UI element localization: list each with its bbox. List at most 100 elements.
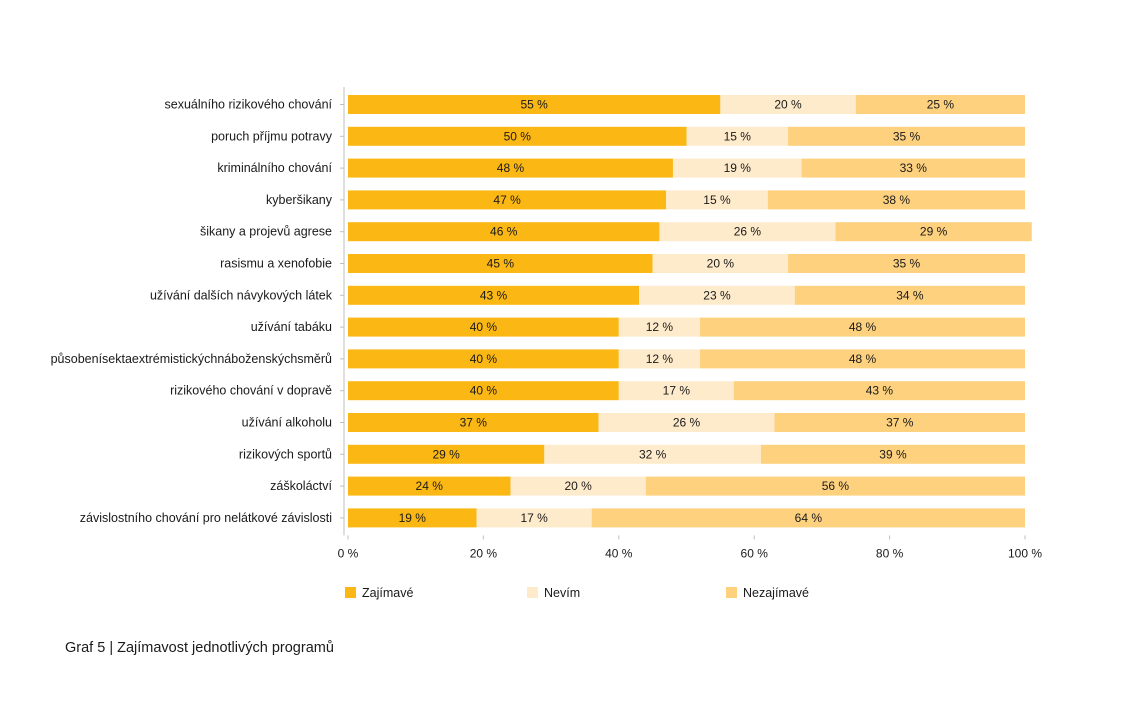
x-tick-label: 0 % xyxy=(338,546,359,560)
bar-segment xyxy=(733,381,1025,401)
bar-value-label: 48 % xyxy=(849,320,877,334)
bar-value-label: 32 % xyxy=(639,447,667,461)
bar-value-label: 20 % xyxy=(565,479,593,493)
bar-value-label: 37 % xyxy=(460,416,488,430)
category-label: kriminálního chování xyxy=(217,161,332,175)
bar-segment xyxy=(591,508,1025,528)
legend-label: Nevím xyxy=(544,586,580,600)
bar-segment xyxy=(794,285,1025,305)
bar-segment xyxy=(774,413,1025,432)
bar-segment xyxy=(639,285,795,305)
bar-segment xyxy=(348,158,673,178)
bar-segment xyxy=(348,476,511,496)
bar-value-label: 12 % xyxy=(646,352,674,366)
bar-value-label: 55 % xyxy=(520,98,548,112)
bar-segment xyxy=(348,126,687,146)
category-label: rasismu a xenofobie xyxy=(220,257,332,271)
legend-label: Nezajímavé xyxy=(743,586,809,600)
bar-value-label: 43 % xyxy=(480,288,508,302)
bar-segment xyxy=(788,254,1025,273)
bar-value-label: 17 % xyxy=(520,511,548,525)
bar-segment xyxy=(348,190,667,210)
category-label: rizikového chování v dopravě xyxy=(170,384,332,398)
bar-value-label: 34 % xyxy=(896,288,924,302)
bar-segment xyxy=(348,444,545,464)
bar-segment xyxy=(767,190,1025,210)
bar-value-label: 19 % xyxy=(724,161,752,175)
bar-value-label: 26 % xyxy=(673,416,701,430)
bar-value-label: 64 % xyxy=(795,511,823,525)
bar-value-label: 20 % xyxy=(774,98,802,112)
category-label: záškoláctví xyxy=(270,479,332,493)
category-label: rizikových sportů xyxy=(239,447,332,461)
category-label: sexuálního rizikového chování xyxy=(165,98,333,112)
legend-swatch xyxy=(345,587,356,598)
bar-segment xyxy=(618,349,701,369)
bar-segment xyxy=(855,95,1025,114)
x-tick-label: 80 % xyxy=(876,546,904,560)
bar-segment xyxy=(720,95,856,114)
bar-segment xyxy=(652,254,789,273)
legend-swatch xyxy=(726,587,737,598)
bar-segment xyxy=(700,349,1025,369)
bar-value-label: 47 % xyxy=(493,193,521,207)
x-tick-label: 40 % xyxy=(605,546,633,560)
bar-value-label: 39 % xyxy=(879,447,907,461)
bar-segment xyxy=(348,317,619,337)
bar-value-label: 29 % xyxy=(920,225,948,239)
bar-segment xyxy=(760,444,1025,464)
bar-value-label: 48 % xyxy=(497,161,525,175)
bar-segment xyxy=(348,285,640,305)
bar-segment xyxy=(348,381,619,401)
bar-value-label: 40 % xyxy=(470,352,498,366)
bar-value-label: 12 % xyxy=(646,320,674,334)
bar-segment xyxy=(618,381,734,401)
bar-segment xyxy=(348,508,477,528)
bar-value-label: 35 % xyxy=(893,129,921,143)
bar-value-label: 37 % xyxy=(886,416,914,430)
bar-value-label: 50 % xyxy=(504,129,532,143)
bar-value-label: 15 % xyxy=(724,129,752,143)
chart-caption: Graf 5 | Zajímavost jednotlivých program… xyxy=(65,640,334,656)
bar-value-label: 35 % xyxy=(893,257,921,271)
bar-value-label: 17 % xyxy=(663,384,691,398)
bar-segment xyxy=(598,413,775,432)
bar-value-label: 48 % xyxy=(849,352,877,366)
bar-segment xyxy=(700,317,1025,337)
bar-value-label: 29 % xyxy=(432,447,460,461)
legend-swatch xyxy=(527,587,538,598)
bar-segment xyxy=(659,222,836,242)
bar-value-label: 40 % xyxy=(470,384,498,398)
bar-segment xyxy=(801,158,1025,178)
bar-value-label: 26 % xyxy=(734,225,762,239)
category-label: šikany a projevů agrese xyxy=(200,225,332,239)
x-tick-label: 100 % xyxy=(1008,546,1042,560)
bar-segment xyxy=(544,444,761,464)
bar-segment xyxy=(645,476,1025,496)
bar-segment xyxy=(510,476,646,496)
bar-value-label: 23 % xyxy=(703,288,731,302)
category-label: užívání alkoholu xyxy=(242,416,332,430)
x-tick-label: 60 % xyxy=(741,546,769,560)
category-label: závislostního chování pro nelátkové závi… xyxy=(80,511,332,525)
bar-segment xyxy=(835,222,1032,242)
bar-value-label: 33 % xyxy=(900,161,928,175)
category-label: užívání dalších návykových látek xyxy=(150,288,333,302)
bar-segment xyxy=(348,349,619,369)
bar-value-label: 56 % xyxy=(822,479,850,493)
bar-segment xyxy=(476,508,592,528)
bar-value-label: 15 % xyxy=(703,193,731,207)
bar-value-label: 20 % xyxy=(707,257,735,271)
bar-segment xyxy=(672,158,802,178)
bar-segment xyxy=(348,95,721,114)
x-tick-label: 20 % xyxy=(470,546,498,560)
bar-segment xyxy=(348,254,653,273)
bar-segment xyxy=(686,126,789,146)
bar-value-label: 40 % xyxy=(470,320,498,334)
bar-value-label: 38 % xyxy=(883,193,911,207)
bar-value-label: 45 % xyxy=(487,257,515,271)
bar-segment xyxy=(666,190,768,210)
bar-value-label: 25 % xyxy=(927,98,955,112)
category-label: působenísektaextrémistickýchnáboženských… xyxy=(51,352,332,366)
